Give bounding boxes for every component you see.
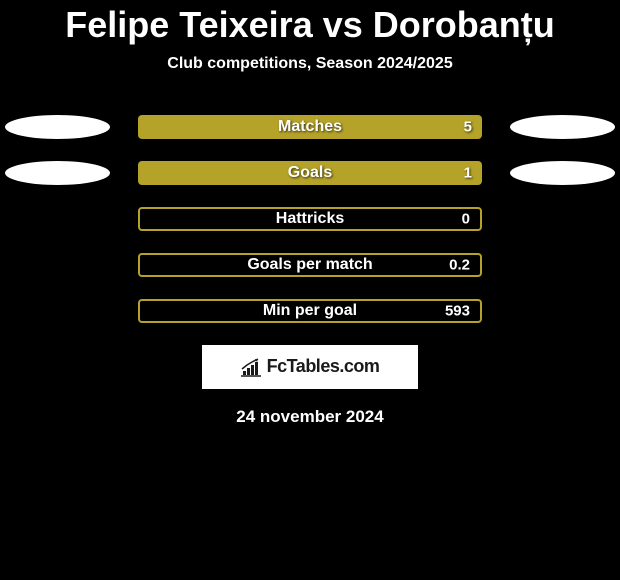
stat-bar: Hattricks 0: [138, 207, 482, 231]
stat-bar: Goals per match 0.2: [138, 253, 482, 277]
stat-bar: Goals 1: [138, 161, 482, 185]
left-player-marker: [5, 161, 110, 185]
page-title: Felipe Teixeira vs Dorobanțu: [0, 5, 620, 45]
stat-value: 0.2: [449, 256, 470, 273]
subtitle: Club competitions, Season 2024/2025: [0, 55, 620, 73]
stat-value: 593: [445, 302, 470, 319]
stat-row: Matches 5: [0, 115, 620, 139]
stat-row: Goals per match 0.2: [0, 253, 620, 277]
stat-bar: Min per goal 593: [138, 299, 482, 323]
left-player-marker: [5, 115, 110, 139]
stat-row: Min per goal 593: [0, 299, 620, 323]
stat-value: 0: [462, 210, 470, 227]
stat-label: Min per goal: [263, 302, 357, 320]
stat-value: 1: [464, 164, 472, 181]
stat-row: Hattricks 0: [0, 207, 620, 231]
stat-label: Matches: [278, 118, 342, 136]
source-logo: FcTables.com: [202, 345, 418, 389]
stat-rows: Matches 5 Goals 1 Hattricks 0: [0, 115, 620, 323]
date-label: 24 november 2024: [0, 407, 620, 427]
right-player-marker: [510, 115, 615, 139]
chart-icon: [241, 357, 263, 377]
stat-label: Goals: [288, 164, 332, 182]
right-player-marker: [510, 161, 615, 185]
stat-bar: Matches 5: [138, 115, 482, 139]
stat-row: Goals 1: [0, 161, 620, 185]
comparison-infographic: Felipe Teixeira vs Dorobanțu Club compet…: [0, 0, 620, 427]
logo-text: FcTables.com: [267, 356, 380, 377]
stat-label: Goals per match: [247, 256, 372, 274]
stat-label: Hattricks: [276, 210, 344, 228]
stat-value: 5: [464, 118, 472, 135]
